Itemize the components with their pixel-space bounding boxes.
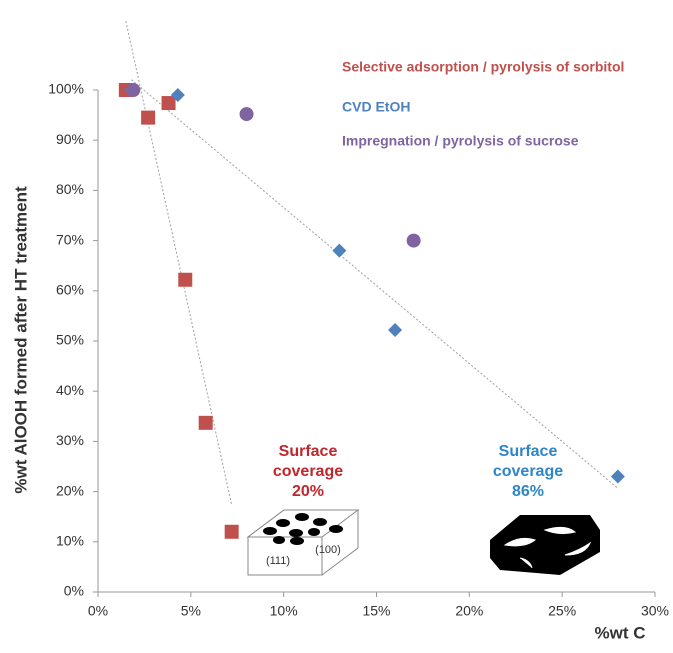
point — [141, 111, 155, 125]
annotation: 86% — [512, 483, 544, 500]
x-tick-label: 25% — [548, 603, 576, 619]
x-tick-label: 10% — [270, 603, 298, 619]
legend-entry: Impregnation / pyrolysis of sucrose — [342, 133, 579, 149]
point — [199, 416, 213, 430]
y-tick-label: 70% — [56, 231, 84, 247]
point — [178, 273, 192, 287]
y-axis-label: %wt AlOOH formed after HT treatment — [11, 186, 30, 494]
y-tick-label: 100% — [48, 81, 84, 97]
y-tick-label: 50% — [56, 332, 84, 348]
x-tick-label: 20% — [455, 603, 483, 619]
x-tick-label: 15% — [362, 603, 390, 619]
x-axis-label: %wt C — [595, 623, 646, 642]
point — [225, 525, 239, 539]
y-tick-label: 30% — [56, 432, 84, 448]
point — [332, 244, 346, 258]
crystal-icon-covered — [490, 515, 600, 575]
chart: %wt C %wt AlOOH formed after HT treatmen… — [0, 0, 673, 648]
y-tick-label: 40% — [56, 382, 84, 398]
annotation: Surface — [279, 443, 338, 460]
x-tick-label: 5% — [181, 603, 201, 619]
y-tick-label: 90% — [56, 131, 84, 147]
annotation: Surface — [499, 443, 558, 460]
point — [611, 470, 625, 484]
x-tick-label: 30% — [641, 603, 669, 619]
crystal-icon-sparse — [248, 510, 358, 575]
point — [388, 323, 402, 337]
legend-entry: CVD EtOH — [342, 99, 410, 115]
point — [162, 96, 176, 110]
y-tick-label: 10% — [56, 533, 84, 549]
annotation: (100) — [315, 544, 341, 556]
y-tick-label: 20% — [56, 482, 84, 498]
annotation: coverage — [493, 463, 563, 480]
legend-entry: Selective adsorption / pyrolysis of sorb… — [342, 59, 624, 75]
point — [126, 83, 140, 97]
annotation: coverage — [273, 463, 343, 480]
y-tick-label: 60% — [56, 282, 84, 298]
annotation: (111) — [266, 555, 290, 567]
x-tick-label: 0% — [88, 603, 108, 619]
point — [407, 234, 421, 248]
y-tick-label: 80% — [56, 181, 84, 197]
point — [240, 107, 254, 121]
y-tick-label: 0% — [64, 583, 84, 599]
annotation: 20% — [292, 483, 324, 500]
